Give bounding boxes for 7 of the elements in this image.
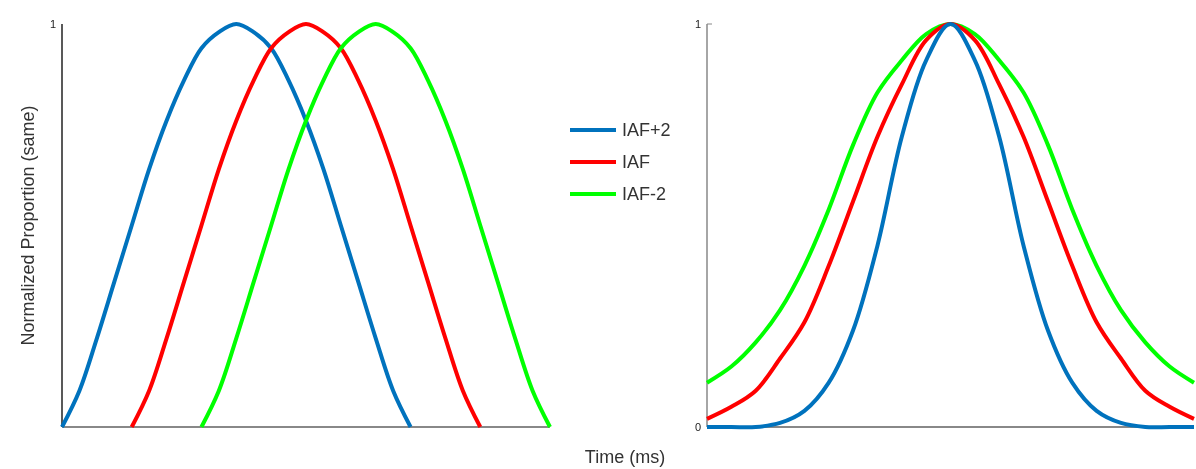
legend-label: IAF-2: [622, 184, 667, 205]
legend-label: IAF+2: [622, 120, 671, 141]
y-tick-label: 0: [694, 420, 701, 433]
x-axis-title: Time (ms): [584, 447, 666, 467]
text: 1: [49, 17, 56, 30]
y-axis-title: Normalized Proportion (same): [18, 105, 38, 346]
legend-label: IAF: [622, 152, 651, 173]
